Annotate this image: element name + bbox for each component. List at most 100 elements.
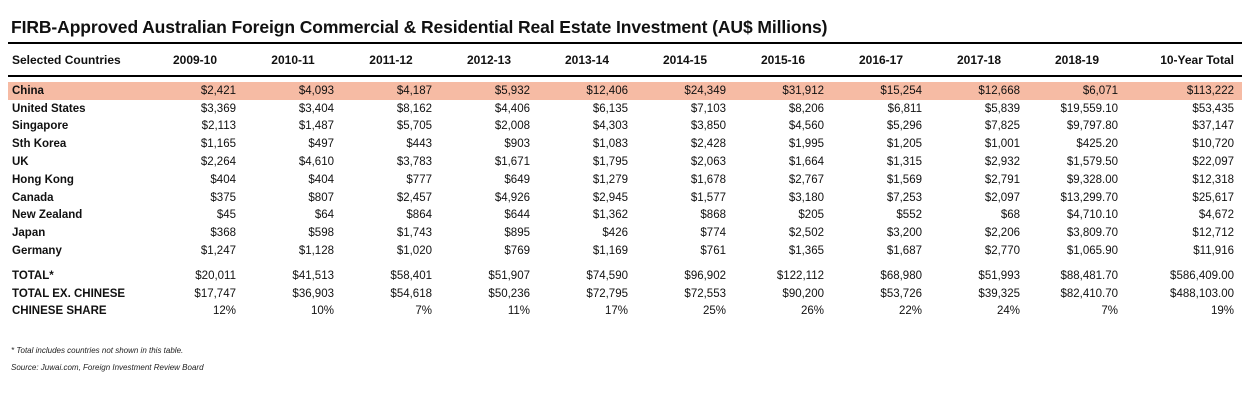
column-header: 2017-18: [930, 44, 1028, 77]
table-cell: $1,795: [592, 156, 628, 169]
table-cell: $2,421: [146, 82, 244, 100]
column-header: 2016-17: [832, 44, 930, 77]
table-cell: $2,767: [788, 173, 824, 186]
table-cell: $2,428: [690, 138, 726, 151]
table-row: CHINESE SHARE 12% 10% 7% 11% 17% 25% 26% 22% 24% 7…: [8, 303, 1242, 321]
table-cell: $74,590: [586, 269, 628, 282]
row-label: Germany: [12, 245, 62, 258]
table-cell: $37,147: [1192, 120, 1234, 133]
table-cell: $5,839: [984, 102, 1020, 115]
table-cell: $903: [504, 138, 530, 151]
table-cell: $443: [406, 138, 432, 151]
table-cell: $426: [602, 227, 628, 240]
table-row: Japan $368 $598 $1,743 $895 $426 $774 $2,502 $3,…: [8, 224, 1242, 242]
table-cell: $64: [314, 209, 334, 222]
table-row: Sth Korea $1,165 $497 $443 $903 $1,083 $2,428 $…: [8, 135, 1242, 153]
table-cell: $4,926: [494, 191, 530, 204]
table-cell: 11%: [507, 305, 530, 318]
source-note: Source: Juwai.com, Foreign Investment Re…: [11, 363, 204, 372]
table-cell: $51,907: [488, 269, 530, 282]
table-cell: $598: [308, 227, 334, 240]
table-cell: $205: [798, 209, 824, 222]
investment-table: Selected Countries 2009-10 2010-11 2011-12 2…: [8, 44, 1242, 320]
table-cell: $9,328.00: [1066, 173, 1118, 186]
table-cell: $82,410.70: [1060, 287, 1118, 300]
table-cell: $1,577: [690, 191, 726, 204]
table-cell: $4,560: [788, 120, 824, 133]
footnote: * Total includes countries not shown in …: [11, 346, 184, 355]
table-cell: $644: [504, 209, 530, 222]
table-row: United States $3,369 $3,404 $8,162 $4,406 $6,…: [8, 100, 1242, 118]
table-cell: $4,672: [1198, 209, 1234, 222]
table-cell: $1,169: [592, 245, 628, 258]
table-cell: $488,103.00: [1170, 287, 1234, 300]
table-cell: 24%: [996, 305, 1020, 318]
table-cell: 25%: [702, 305, 726, 318]
row-label: Sth Korea: [12, 138, 67, 151]
table-cell: $2,770: [984, 245, 1020, 258]
table-cell: $1,128: [298, 245, 334, 258]
table-cell: $2,264: [200, 156, 236, 169]
table-cell: $1,678: [690, 173, 726, 186]
table-cell: $2,457: [396, 191, 432, 204]
row-label: TOTAL*: [12, 269, 54, 282]
table-cell: $6,135: [592, 102, 628, 115]
table-cell: $45: [216, 209, 236, 222]
table-cell: $4,610: [298, 156, 334, 169]
table-cell: $1,315: [886, 156, 922, 169]
table-cell: $72,795: [586, 287, 628, 300]
table-cell: 26%: [800, 305, 824, 318]
column-header-label: Selected Countries: [8, 44, 146, 77]
table-cell: 19%: [1210, 305, 1234, 318]
table-cell: $777: [406, 173, 432, 186]
chart-title: FIRB-Approved Australian Foreign Commerc…: [11, 17, 828, 37]
table-cell: $41,513: [292, 269, 334, 282]
row-label: TOTAL EX. CHINESE: [12, 287, 126, 300]
table-cell: $10,720: [1192, 138, 1234, 151]
table-row: Germany $1,247 $1,128 $1,020 $769 $1,169 $761 $…: [8, 242, 1242, 260]
table-cell: $3,783: [396, 156, 432, 169]
table-cell: $2,791: [984, 173, 1020, 186]
table-row: TOTAL* $20,011 $41,513 $58,401 $51,907 $74,59…: [8, 267, 1242, 285]
table-cell: $1,664: [788, 156, 824, 169]
table-cell: $2,097: [984, 191, 1020, 204]
table-cell: 10%: [310, 305, 334, 318]
row-label: Singapore: [12, 120, 69, 133]
table-cell: 7%: [415, 305, 432, 318]
table-cell: $54,618: [390, 287, 432, 300]
table-cell: $25,617: [1192, 191, 1234, 204]
table-cell: $90,200: [782, 287, 824, 300]
table-cell: $774: [700, 227, 726, 240]
table-cell: $1,569: [886, 173, 922, 186]
table-cell: $22,097: [1192, 156, 1234, 169]
table-cell: $7,253: [886, 191, 922, 204]
table-cell: $53,726: [880, 287, 922, 300]
table-row: New Zealand $45 $64 $864 $644 $1,362 $868 $205 $…: [8, 207, 1242, 225]
table-cell: $113,222: [1126, 82, 1242, 100]
column-header: 2010-11: [244, 44, 342, 77]
column-header: 2011-12: [342, 44, 440, 77]
table-cell: $1,743: [396, 227, 432, 240]
table-cell: $425.20: [1076, 138, 1118, 151]
table-cell: $19,559.10: [1060, 102, 1118, 115]
table-cell: $1,020: [396, 245, 432, 258]
table-cell: $1,487: [298, 120, 334, 133]
column-header: 10-Year Total: [1126, 44, 1242, 77]
table-cell: $552: [896, 209, 922, 222]
table-cell: $2,502: [788, 227, 824, 240]
table-cell: $1,065.90: [1066, 245, 1118, 258]
table-cell: $39,325: [978, 287, 1020, 300]
table-cell: $4,093: [244, 82, 342, 100]
table-cell: 7%: [1101, 305, 1118, 318]
table-cell: $649: [504, 173, 530, 186]
table-cell: $58,401: [390, 269, 432, 282]
table-cell: $2,063: [690, 156, 726, 169]
table-cell: $12,318: [1192, 173, 1234, 186]
table-cell: $404: [210, 173, 236, 186]
table-row: TOTAL EX. CHINESE $17,747 $36,903 $54,618 $5…: [8, 285, 1242, 303]
column-header: 2014-15: [636, 44, 734, 77]
table-cell: $53,435: [1192, 102, 1234, 115]
table-cell: $1,205: [886, 138, 922, 151]
table-row: China $2,421 $4,093 $4,187 $5,932 $12,406 $24,…: [8, 82, 1242, 100]
